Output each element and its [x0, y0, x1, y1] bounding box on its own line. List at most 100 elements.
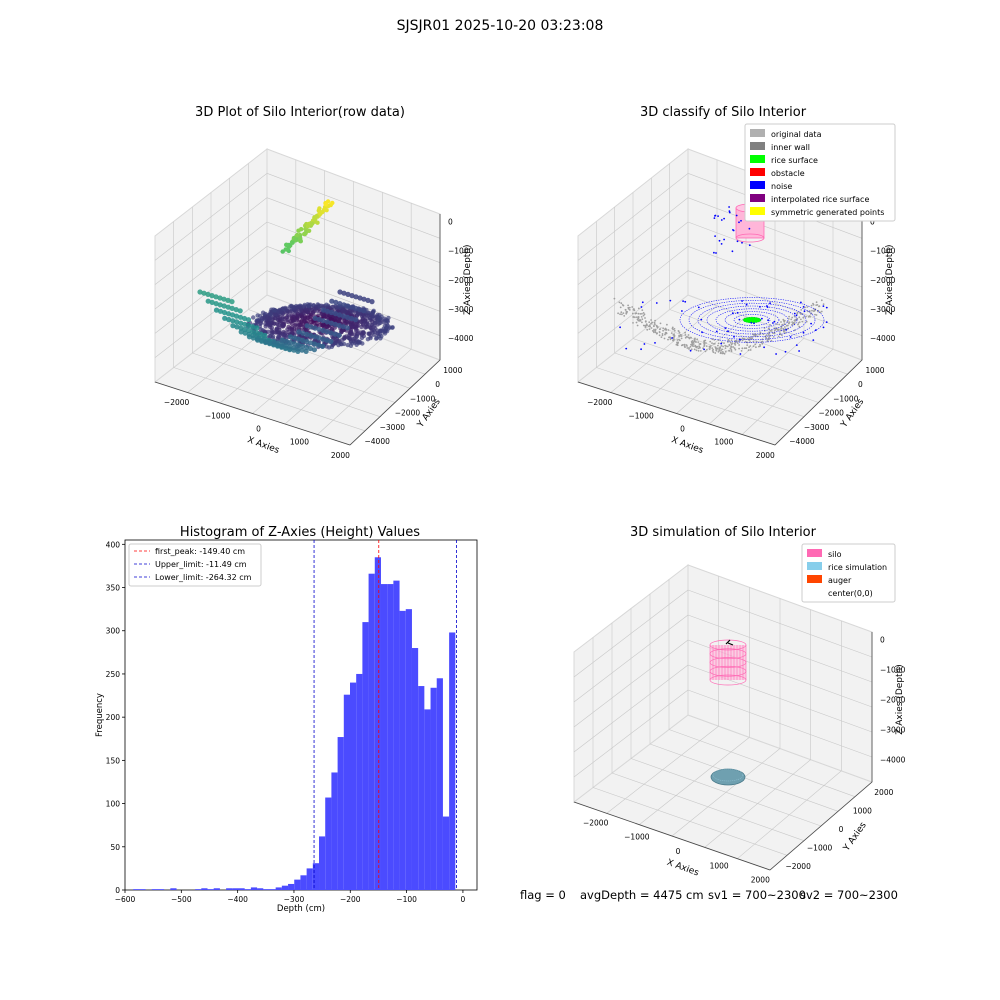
data-point: [769, 329, 772, 332]
data-point: [673, 329, 676, 332]
data-point: [345, 291, 351, 297]
data-point: [730, 346, 733, 348]
legend-frame: [128, 543, 262, 587]
noise-point: [720, 219, 723, 221]
data-point: [255, 320, 260, 325]
data-point: [298, 239, 303, 244]
tick-label: 1000: [443, 366, 462, 375]
data-point: [665, 332, 668, 335]
data-point: [627, 304, 629, 307]
data-point: [266, 320, 271, 326]
tick-label: 0: [435, 380, 440, 389]
data-point: [255, 337, 261, 343]
data-point: [267, 340, 273, 346]
data-point: [297, 309, 302, 314]
data-point: [344, 314, 351, 320]
data-point: [811, 309, 813, 312]
tick-label: −500: [171, 895, 192, 904]
data-point: [672, 336, 675, 339]
tick-label: 0: [870, 217, 875, 226]
data-point: [654, 319, 656, 322]
data-point: [744, 338, 747, 341]
noise-point: [643, 343, 646, 345]
data-point: [297, 319, 302, 325]
data-point: [225, 311, 232, 317]
data-point: [770, 339, 773, 342]
noise-point: [741, 300, 743, 302]
data-point: [671, 326, 674, 329]
data-point: [279, 341, 285, 347]
data-point: [305, 315, 311, 320]
tick-label: 2000: [331, 451, 350, 460]
data-point: [284, 242, 290, 248]
data-point: [361, 308, 367, 314]
noise-point: [773, 320, 776, 323]
data-point: [648, 321, 651, 324]
noise-point: [767, 319, 769, 322]
data-point: [311, 347, 317, 353]
tick-label: 0: [448, 217, 453, 226]
subplot-title: 3D Plot of Silo Interior(row data): [195, 105, 405, 120]
data-point: [336, 332, 342, 338]
data-point: [284, 315, 289, 320]
data-point: [336, 322, 342, 329]
data-point: [669, 338, 672, 341]
data-point: [659, 328, 662, 330]
data-point: [728, 344, 731, 347]
data-point: [624, 309, 627, 311]
data-point: [241, 315, 248, 322]
data-point: [807, 315, 810, 318]
data-point: [755, 346, 757, 349]
data-point: [308, 313, 314, 318]
data-point: [733, 347, 736, 350]
data-point: [728, 349, 731, 352]
histogram-bar: [170, 888, 177, 890]
data-point: [662, 329, 664, 332]
tick-label: 150: [106, 756, 121, 765]
data-point: [645, 324, 647, 327]
noise-point: [640, 306, 643, 308]
grid-line: [154, 173, 268, 261]
data-point: [631, 312, 634, 315]
data-point: [781, 334, 783, 336]
noise-point: [625, 347, 628, 350]
data-point: [703, 339, 706, 342]
data-point: [302, 231, 307, 237]
data-point: [761, 342, 764, 345]
data-point: [748, 339, 751, 341]
data-point: [321, 304, 326, 309]
noise-point: [727, 330, 729, 333]
noise-point: [741, 241, 743, 244]
data-point: [316, 342, 322, 348]
data-point: [639, 313, 642, 315]
tick-label: −400: [227, 895, 248, 904]
data-point: [280, 315, 285, 320]
tick-label: 1000: [710, 861, 729, 870]
data-point: [361, 296, 367, 302]
legend-swatch: [750, 207, 765, 215]
histogram-bar: [281, 885, 289, 890]
noise-point: [789, 336, 792, 338]
data-point: [815, 314, 818, 316]
data-point: [777, 335, 780, 338]
subplot-title: 3D classify of Silo Interior: [640, 105, 807, 120]
tick-label: −1000: [880, 666, 906, 675]
data-point: [619, 313, 621, 316]
data-point: [816, 304, 819, 306]
data-point: [724, 347, 727, 349]
legend-swatch: [807, 549, 822, 557]
data-point: [300, 337, 306, 343]
noise-point: [739, 353, 742, 355]
data-point: [765, 336, 767, 339]
data-point: [284, 247, 290, 252]
histogram-bar: [399, 610, 406, 890]
x-axis-line: [573, 801, 771, 871]
data-point: [818, 305, 821, 308]
data-point: [291, 304, 296, 310]
data-point: [686, 347, 689, 349]
noise-point: [640, 348, 642, 351]
data-point: [759, 331, 762, 334]
data-point: [229, 312, 236, 318]
data-point: [245, 317, 252, 323]
data-point: [320, 336, 326, 342]
